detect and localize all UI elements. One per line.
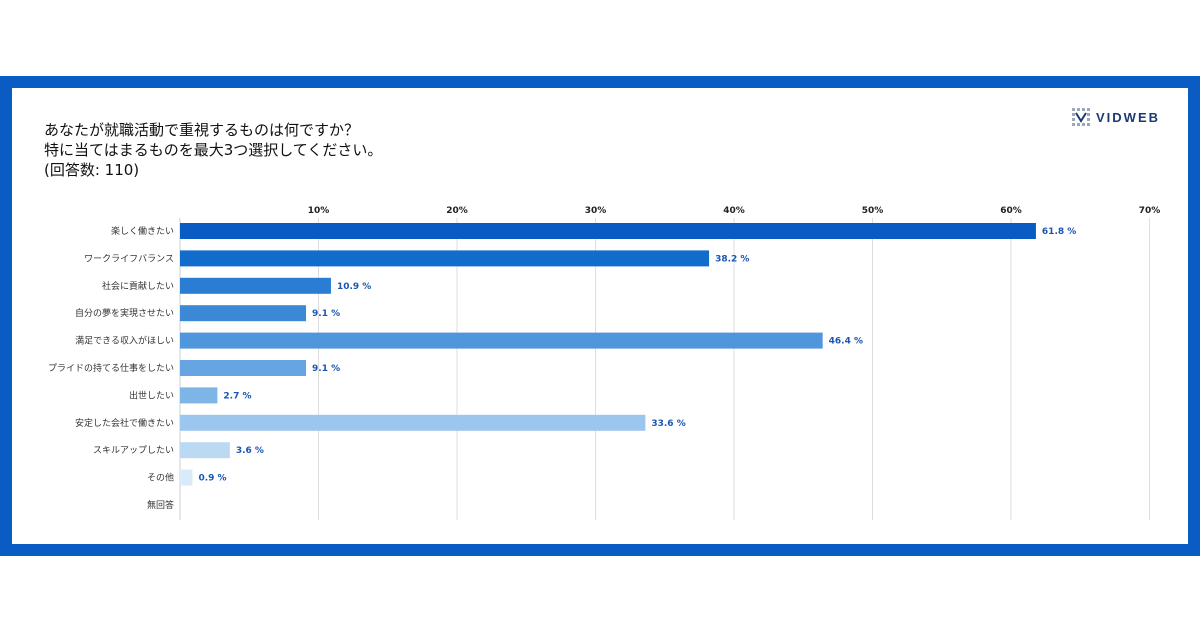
bar: [180, 360, 307, 376]
category-label: プライドの持てる仕事をしたい: [48, 362, 174, 374]
bar: [180, 414, 646, 431]
x-tick-label: 10%: [308, 206, 330, 216]
value-label: 33.6 %: [651, 419, 685, 429]
category-label: 安定した会社で働きたい: [75, 417, 174, 429]
category-label: その他: [147, 472, 174, 484]
blue-frame: あなたが就職活動で重視するものは何ですか？ 特に当てはまるものを最大3つ選択して…: [0, 76, 1200, 556]
logo-text: VIDWEB: [1096, 109, 1160, 125]
category-label: 自分の夢を実現させたい: [75, 307, 174, 319]
bar: [180, 305, 307, 322]
bar: [180, 442, 230, 459]
value-label: 9.1 %: [312, 309, 340, 319]
bar: [180, 223, 1036, 239]
value-label: 2.7 %: [223, 391, 251, 401]
category-label: 社会に貢献したい: [102, 280, 174, 292]
x-tick-label: 20%: [446, 206, 468, 216]
x-tick-label: 60%: [1000, 206, 1022, 216]
x-tick-label: 30%: [585, 206, 607, 216]
title-line-3: (回答数: 110): [44, 161, 140, 179]
value-label: 9.1 %: [312, 364, 340, 374]
category-label: 出世したい: [129, 389, 174, 401]
value-label: 38.2 %: [715, 254, 749, 264]
chart-title: あなたが就職活動で重視するものは何ですか？ 特に当てはまるものを最大3つ選択して…: [44, 120, 382, 180]
bar: [180, 469, 193, 486]
x-tick-label: 70%: [1139, 206, 1161, 216]
value-label: 3.6 %: [236, 446, 264, 456]
value-label: 0.9 %: [198, 474, 226, 484]
value-label: 61.8 %: [1042, 227, 1076, 237]
value-label: 10.9 %: [337, 282, 371, 292]
category-label: スキルアップしたい: [93, 445, 174, 456]
bar: [180, 387, 218, 404]
value-label: 46.4 %: [829, 337, 863, 347]
vidweb-logo: VIDWEB: [1072, 108, 1160, 126]
x-tick-label: 40%: [723, 206, 745, 216]
chart-card: あなたが就職活動で重視するものは何ですか？ 特に当てはまるものを最大3つ選択して…: [12, 88, 1188, 544]
category-label: ワークライフバランス: [84, 253, 174, 264]
x-tick-label: 50%: [862, 206, 884, 216]
category-label: 楽しく働きたい: [111, 225, 174, 237]
title-line-1: あなたが就職活動で重視するものは何ですか？: [44, 121, 360, 139]
category-label: 満足できる収入がほしい: [75, 335, 174, 347]
bar: [180, 277, 331, 294]
grid-logo-icon: [1072, 108, 1090, 126]
title-line-2: 特に当てはまるものを最大3つ選択してください。: [44, 141, 383, 159]
bar-chart: 10% 20% 30% 40% 50% 60% 70% 楽しく働きたい 61.8 % ワークライフ…: [48, 206, 1161, 520]
bar: [180, 332, 823, 349]
category-label: 無回答: [147, 499, 174, 511]
bar: [180, 250, 710, 267]
